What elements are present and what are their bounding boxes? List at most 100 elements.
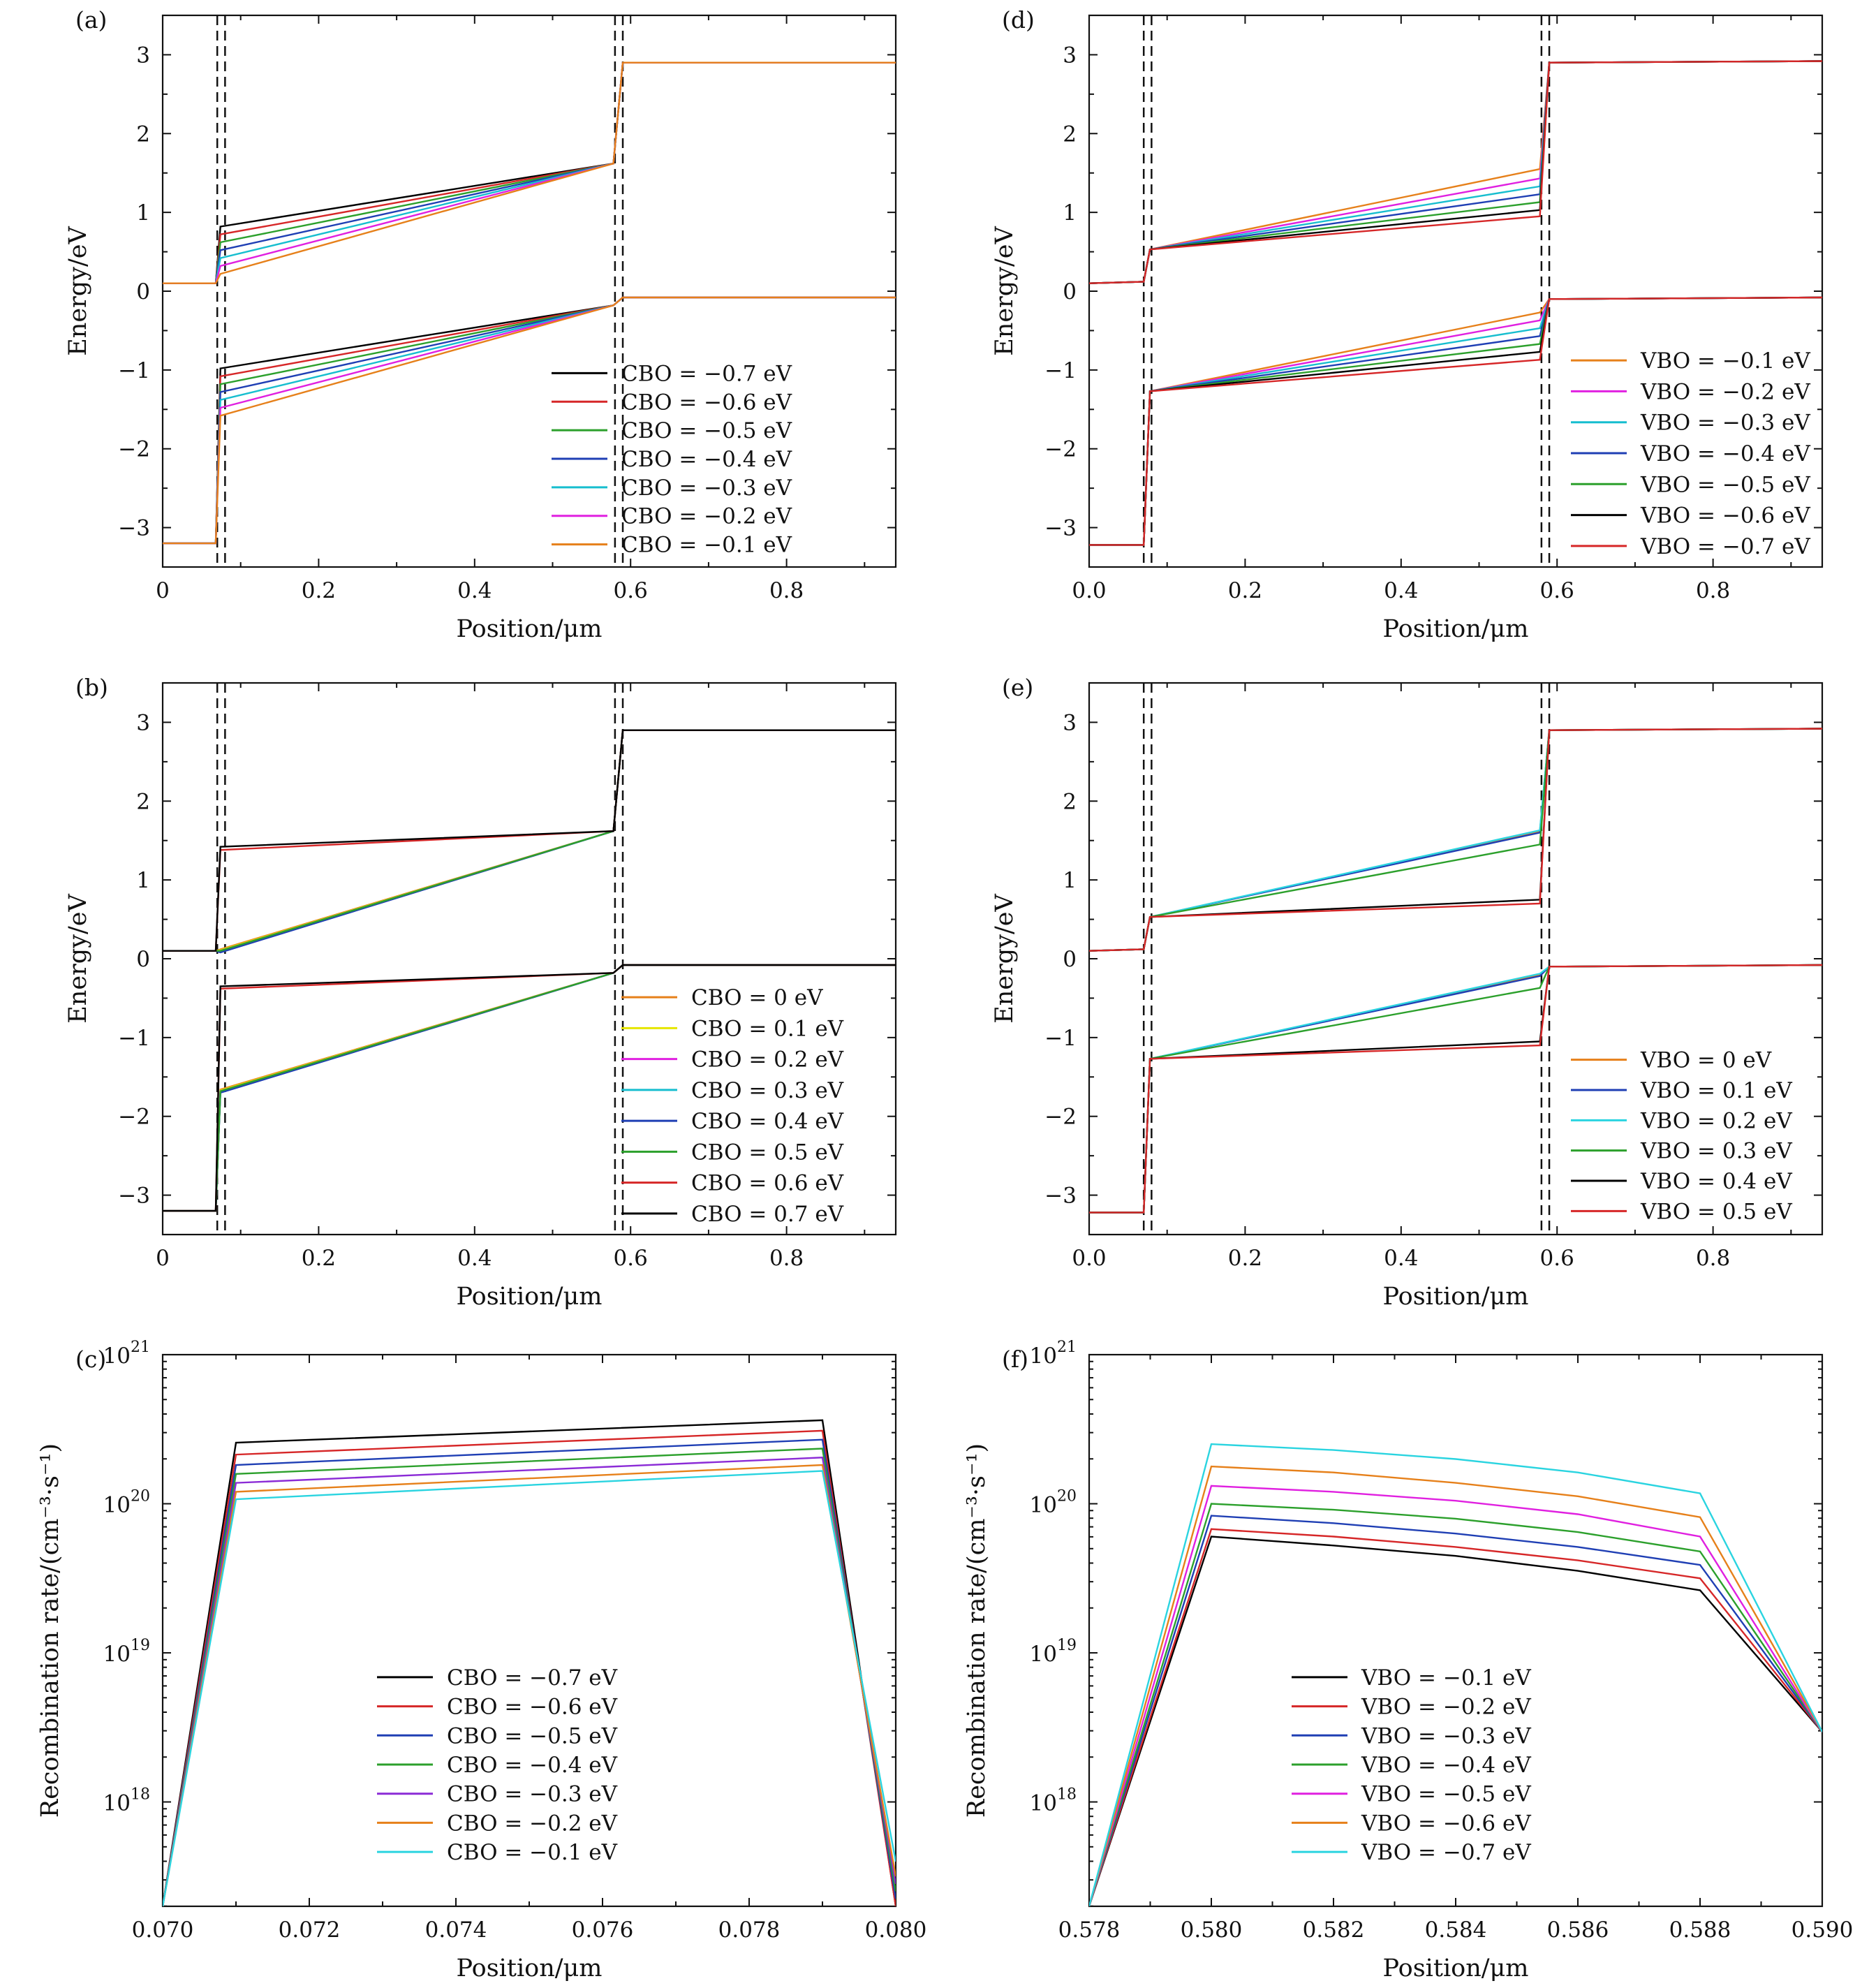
legend-entry: CBO = −0.6 eV (621, 390, 792, 415)
series-line-5 (1089, 728, 1822, 952)
series-line-2 (1089, 728, 1822, 952)
panel-label: (d) (1002, 6, 1035, 34)
x-axis-label: Position/μm (457, 1954, 603, 1982)
legend-entry: VBO = −0.2 eV (1640, 379, 1810, 404)
x-tick-label: 0.584 (1425, 1917, 1487, 1943)
y-tick-label: −2 (1044, 437, 1077, 462)
x-tick-label: 0.586 (1547, 1917, 1609, 1943)
x-tick-label: 0.070 (132, 1917, 194, 1943)
x-tick-label: 0.076 (572, 1917, 634, 1943)
legend-entry: CBO = 0.2 eV (691, 1047, 844, 1073)
x-axis-label: Position/μm (1383, 1954, 1529, 1982)
series-line-4 (1089, 728, 1822, 952)
plot-area (163, 15, 896, 567)
legend-entry: VBO = 0.3 eV (1640, 1139, 1792, 1164)
series-line-1 (1089, 728, 1822, 952)
series-line-6 (163, 729, 896, 952)
x-tick-label: 0.578 (1058, 1917, 1121, 1943)
plot-area (163, 683, 896, 1235)
series-line-4 (163, 729, 896, 954)
x-tick-label: 0.2 (1228, 1246, 1262, 1271)
y-axis-label: Recombination rate/(cm⁻³·s⁻¹) (963, 1443, 991, 1818)
y-tick-label: 3 (1063, 43, 1077, 68)
x-tick-label: 0.4 (1384, 578, 1418, 603)
y-tick-label: −3 (118, 1184, 150, 1209)
y-tick-label: 0 (1063, 279, 1077, 304)
legend-entry: CBO = 0 eV (691, 985, 823, 1010)
legend-entry: VBO = 0.5 eV (1640, 1199, 1792, 1224)
series-line-2 (163, 729, 896, 952)
series-line-2 (163, 61, 896, 284)
series-line-4 (163, 61, 896, 284)
legend-entry: CBO = −0.3 eV (621, 476, 792, 501)
y-tick-label: 3 (1063, 710, 1077, 735)
y-tick-label: −3 (1044, 516, 1077, 541)
legend-entry: VBO = −0.7 eV (1640, 534, 1810, 559)
legend-entry: CBO = −0.7 eV (621, 361, 792, 386)
y-tick-label: −1 (1044, 1026, 1077, 1051)
x-tick-label: 0 (156, 578, 170, 603)
chart-panel-5: (f) 0.578 0.580 0.582 0.584 0.586 0.588 0.590 10… (963, 1339, 1853, 1982)
y-tick-label: 1 (1063, 200, 1077, 226)
x-tick-label: 0.582 (1303, 1917, 1365, 1943)
y-axis-label: Recombination rate/(cm⁻³·s⁻¹) (36, 1443, 64, 1818)
legend-entry: CBO = 0.6 eV (691, 1171, 844, 1196)
chart-panel-2: (c) 0.070 0.072 0.074 0.076 0.078 0.080 1018 101… (36, 1339, 926, 1982)
y-tick-label: 1021 (103, 1339, 150, 1369)
legend-entry: VBO = 0.1 eV (1640, 1078, 1792, 1103)
x-tick-label: 0.6 (614, 578, 648, 603)
chart-panel-3: (d) 0.0 0.2 0.4 0.6 0.8 −3 −2 −1 0 1 2 3 Position/μm E… (991, 6, 1824, 643)
legend-entry: VBO = −0.3 eV (1361, 1723, 1531, 1748)
legend-entry: CBO = −0.6 eV (447, 1695, 618, 1720)
legend-entry: VBO = −0.5 eV (1640, 472, 1810, 497)
series-line-0 (1089, 728, 1822, 952)
x-tick-label: 0.8 (769, 1246, 804, 1271)
legend-entry: VBO = −0.6 eV (1361, 1811, 1531, 1836)
y-tick-label: 2 (1063, 789, 1077, 814)
y-tick-label: 2 (1063, 122, 1077, 147)
legend-entry: VBO = −0.7 eV (1361, 1840, 1531, 1865)
x-tick-label: 0 (156, 1246, 170, 1271)
y-tick-label: 1020 (1030, 1488, 1077, 1518)
series-line-5 (1089, 1465, 1822, 1906)
legend-entry: CBO = 0.1 eV (691, 1016, 844, 1041)
plot-area (1089, 683, 1822, 1235)
y-axis-label: Energy/eV (991, 226, 1019, 356)
y-axis-label: Energy/eV (64, 894, 92, 1024)
y-tick-label: 2 (136, 789, 150, 814)
x-tick-label: 0.8 (1696, 1246, 1730, 1271)
series-line-0 (163, 61, 896, 284)
x-tick-label: 0.8 (1696, 578, 1730, 603)
x-tick-label: 0.6 (1540, 578, 1574, 603)
legend-entry: VBO = −0.1 eV (1361, 1665, 1531, 1691)
series-line-0 (1089, 60, 1822, 284)
legend-entry: VBO = −0.5 eV (1361, 1782, 1531, 1807)
y-tick-label: 1019 (1030, 1637, 1077, 1667)
y-tick-label: 1018 (1030, 1786, 1077, 1816)
y-tick-label: 1019 (103, 1637, 150, 1667)
legend-entry: VBO = 0 eV (1640, 1048, 1772, 1073)
plot-area (1089, 1443, 1822, 1906)
x-tick-label: 0.2 (1228, 578, 1262, 603)
chart-panel-4: (e) 0.0 0.2 0.4 0.6 0.8 −3 −2 −1 0 1 2 3 Position/μm E… (991, 674, 1824, 1311)
x-tick-label: 0.590 (1792, 1917, 1854, 1943)
series-line-6 (163, 1470, 896, 1906)
series-line-5 (1089, 60, 1822, 284)
legend-entry: VBO = −0.4 eV (1640, 441, 1810, 466)
series-line-7 (163, 729, 896, 952)
y-tick-label: 1018 (103, 1786, 150, 1816)
x-tick-label: 0.078 (718, 1917, 781, 1943)
legend-entry: VBO = −0.3 eV (1640, 411, 1810, 436)
legend-entry: CBO = 0.4 eV (691, 1109, 844, 1134)
series-line-lower-6 (163, 296, 896, 545)
series-line-3 (1089, 728, 1822, 952)
y-tick-label: 1 (136, 200, 150, 226)
series-line-4 (1089, 1485, 1822, 1906)
y-tick-label: −1 (1044, 358, 1077, 383)
legend-entry: CBO = −0.4 eV (621, 447, 792, 472)
legend-entry: VBO = 0.4 eV (1640, 1169, 1792, 1194)
x-tick-label: 0.2 (302, 578, 336, 603)
x-tick-label: 0.4 (457, 578, 492, 603)
y-tick-label: −2 (118, 437, 150, 462)
